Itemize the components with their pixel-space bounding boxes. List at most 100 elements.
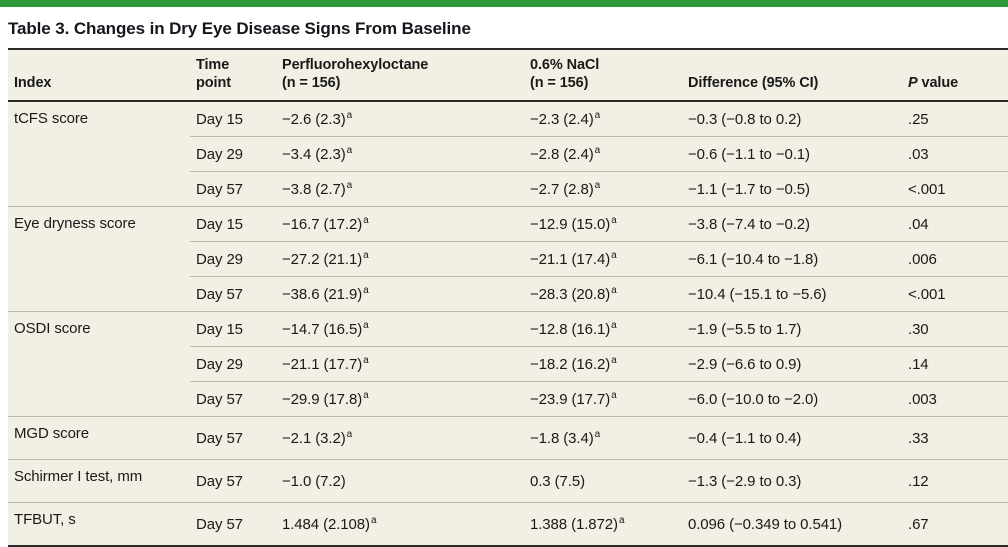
table-body: tCFS score Day 15 −2.6 (2.3)a −2.3 (2.4)a −0… xyxy=(8,100,1008,547)
control-value-cell: −12.8 (16.1)a xyxy=(524,311,682,347)
control-value-cell: −23.9 (17.7)a xyxy=(524,381,682,417)
accent-bar xyxy=(0,0,1008,7)
drug-value-cell: 1.484 (2.108)a xyxy=(276,502,524,547)
column-header: Time point xyxy=(190,47,276,103)
table-row: Day 29 −27.2 (21.1)a −21.1 (17.4)a −6.1 (−1… xyxy=(8,241,1008,277)
pvalue-cell: .30 xyxy=(902,311,1008,347)
footnote-marker-a: a xyxy=(363,214,369,226)
difference-cell: 0.096 (−0.349 to 0.541) xyxy=(682,502,902,547)
footnote-marker-a: a xyxy=(611,284,617,296)
footnote-marker-a: a xyxy=(346,109,353,121)
timepoint-cell: Day 29 xyxy=(190,346,276,382)
timepoint-cell: Day 57 xyxy=(190,381,276,417)
data-table: Index Time point Perfluorohexyloctane (n =… xyxy=(8,47,1008,547)
index-cell: TFBUT, s xyxy=(8,502,190,547)
control-value-cell: −12.9 (15.0)a xyxy=(524,206,682,242)
index-cell: Schirmer I test, mm xyxy=(8,459,190,503)
pvalue-cell: <.001 xyxy=(902,276,1008,312)
pvalue-cell: .03 xyxy=(902,136,1008,172)
pvalue-cell: .003 xyxy=(902,381,1008,417)
index-cell: Eye dryness score xyxy=(8,206,190,312)
drug-value-cell: −29.9 (17.8)a xyxy=(276,381,524,417)
drug-value-cell: −38.6 (21.9)a xyxy=(276,276,524,312)
footnote-marker-a: a xyxy=(611,354,617,366)
difference-cell: −1.1 (−1.7 to −0.5) xyxy=(682,171,902,207)
timepoint-cell: Day 57 xyxy=(190,459,276,503)
footnote-marker-a: a xyxy=(611,214,617,226)
italic-p-label: P xyxy=(908,75,918,92)
drug-value-cell: −16.7 (17.2)a xyxy=(276,206,524,242)
pvalue-cell: .25 xyxy=(902,100,1008,137)
footnote-marker-a: a xyxy=(611,319,617,331)
pvalue-cell: .04 xyxy=(902,206,1008,242)
footnote-marker-a: a xyxy=(611,389,617,401)
pvalue-cell: .33 xyxy=(902,416,1008,460)
control-value-cell: 1.388 (1.872)a xyxy=(524,502,682,547)
index-cell: tCFS score xyxy=(8,100,190,207)
table-row: Day 57 −3.8 (2.7)a −2.7 (2.8)a −1.1 (−1.7 t… xyxy=(8,171,1008,207)
pvalue-cell: .67 xyxy=(902,502,1008,547)
footnote-marker-a: a xyxy=(370,514,377,526)
footnote-marker-a: a xyxy=(618,514,625,526)
table-row: Day 29 −21.1 (17.7)a −18.2 (16.2)a −2.9 (−6… xyxy=(8,346,1008,382)
footnote-marker-a: a xyxy=(363,249,369,261)
difference-cell: −3.8 (−7.4 to −0.2) xyxy=(682,206,902,242)
difference-cell: −10.4 (−15.1 to −5.6) xyxy=(682,276,902,312)
timepoint-cell: Day 15 xyxy=(190,311,276,347)
difference-cell: −6.1 (−10.4 to −1.8) xyxy=(682,241,902,277)
timepoint-cell: Day 15 xyxy=(190,206,276,242)
timepoint-cell: Day 57 xyxy=(190,502,276,547)
table-header: Index Time point Perfluorohexyloctane (n =… xyxy=(8,47,1008,103)
footnote-marker-a: a xyxy=(363,319,369,331)
table-row: OSDI score Day 15 −14.7 (16.5)a −12.8 (16.1… xyxy=(8,311,1008,417)
difference-cell: −0.3 (−0.8 to 0.2) xyxy=(682,100,902,137)
table-row: Day 29 −3.4 (2.3)a −2.8 (2.4)a −0.6 (−1.1 t… xyxy=(8,136,1008,172)
pvalue-cell: .14 xyxy=(902,346,1008,382)
table-row: Eye dryness score Day 15 −16.7 (17.2)a −12.… xyxy=(8,206,1008,312)
difference-cell: −0.4 (−1.1 to 0.4) xyxy=(682,416,902,460)
timepoint-cell: Day 57 xyxy=(190,276,276,312)
control-value-cell: −18.2 (16.2)a xyxy=(524,346,682,382)
control-value-cell: −2.3 (2.4)a xyxy=(524,100,682,137)
footnote-marker-a: a xyxy=(363,389,369,401)
drug-value-cell: −1.0 (7.2) xyxy=(276,459,524,503)
control-value-cell: −21.1 (17.4)a xyxy=(524,241,682,277)
drug-value-cell: −14.7 (16.5)a xyxy=(276,311,524,347)
drug-value-cell: −27.2 (21.1)a xyxy=(276,241,524,277)
difference-cell: −6.0 (−10.0 to −2.0) xyxy=(682,381,902,417)
drug-value-cell: −3.4 (2.3)a xyxy=(276,136,524,172)
column-header: Perfluorohexyloctane (n = 156) xyxy=(276,47,524,103)
index-cell: OSDI score xyxy=(8,311,190,417)
drug-value-cell: −2.1 (3.2)a xyxy=(276,416,524,460)
control-value-cell: −2.8 (2.4)a xyxy=(524,136,682,172)
table-row: Day 57 −29.9 (17.8)a −23.9 (17.7)a −6.0 (−1… xyxy=(8,381,1008,417)
footnote-marker-a: a xyxy=(346,179,353,191)
table-row: MGD score Day 57 −2.1 (3.2)a −1.8 (3.4)a −0.… xyxy=(8,416,1008,460)
drug-value-cell: −21.1 (17.7)a xyxy=(276,346,524,382)
footnote-marker-a: a xyxy=(346,428,353,440)
timepoint-cell: Day 29 xyxy=(190,241,276,277)
timepoint-cell: Day 29 xyxy=(190,136,276,172)
header-row: Index Time point Perfluorohexyloctane (n =… xyxy=(8,47,1008,103)
index-cell: MGD score xyxy=(8,416,190,460)
footnote-marker-a: a xyxy=(594,109,601,121)
footnote-marker-a: a xyxy=(594,179,601,191)
footnote-marker-a: a xyxy=(346,144,353,156)
drug-value-cell: −3.8 (2.7)a xyxy=(276,171,524,207)
control-value-cell: −2.7 (2.8)a xyxy=(524,171,682,207)
table-row: Day 57 −38.6 (21.9)a −28.3 (20.8)a −10.4 (−… xyxy=(8,276,1008,312)
column-header: Difference (95% CI) xyxy=(682,47,902,103)
table-row: tCFS score Day 15 −2.6 (2.3)a −2.3 (2.4)a −0… xyxy=(8,100,1008,207)
footnote-marker-a: a xyxy=(594,144,601,156)
column-header: P value xyxy=(902,47,1008,103)
table-row: Schirmer I test, mm Day 57 −1.0 (7.2) 0.3 (… xyxy=(8,459,1008,503)
control-value-cell: −28.3 (20.8)a xyxy=(524,276,682,312)
pvalue-cell: .006 xyxy=(902,241,1008,277)
difference-cell: −1.3 (−2.9 to 0.3) xyxy=(682,459,902,503)
timepoint-cell: Day 15 xyxy=(190,100,276,137)
column-header: 0.6% NaCl (n = 156) xyxy=(524,47,682,103)
difference-cell: −0.6 (−1.1 to −0.1) xyxy=(682,136,902,172)
difference-cell: −2.9 (−6.6 to 0.9) xyxy=(682,346,902,382)
table-title: Table 3. Changes in Dry Eye Disease Sign… xyxy=(8,19,471,38)
control-value-cell: 0.3 (7.5) xyxy=(524,459,682,503)
